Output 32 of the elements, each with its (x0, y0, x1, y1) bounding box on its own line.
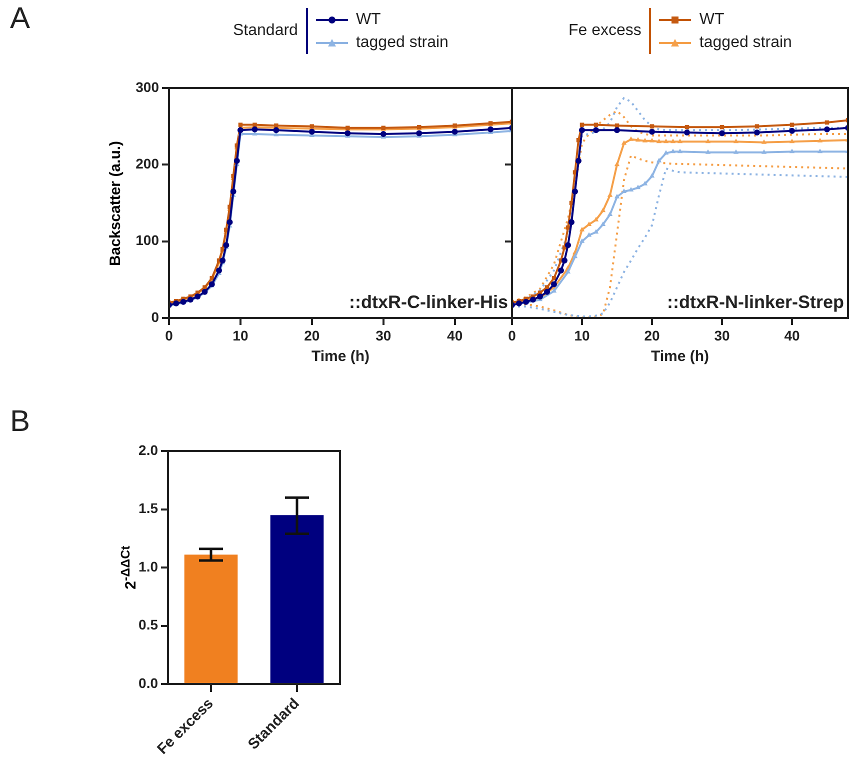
legend-label: tagged strain (699, 34, 792, 52)
x-axis-title: Time (h) (650, 348, 710, 366)
chart-title: B (10, 405, 30, 439)
x-tick-label: 40 (447, 327, 463, 344)
x-tick-label: 10 (574, 327, 590, 344)
y-tick-label: 0.0 (138, 674, 158, 691)
x-tick-label: 30 (714, 327, 730, 344)
x-tick-label: 40 (784, 327, 800, 344)
y-axis-title: Backscatter (a.u.) (107, 140, 124, 266)
annotation: ::dtxR-C-linker-His (348, 292, 508, 312)
y-tick-label: 1.0 (138, 558, 158, 574)
x-tick-label: 0 (508, 327, 516, 344)
annotation: ::dtxR-N-linker-Strep (666, 292, 844, 312)
y-tick-label: 1.5 (138, 500, 158, 516)
x-tick-label: 20 (304, 327, 320, 344)
chart-title: A (10, 2, 30, 36)
x-tick-label: 0 (165, 327, 174, 344)
y-tick-label: 200 (136, 156, 160, 172)
legend-title: Fe excess (568, 22, 642, 40)
x-axis-title: Time (h) (311, 348, 370, 366)
y-tick-label: 100 (136, 232, 160, 248)
y-tick-label: 300 (136, 78, 160, 95)
y-tick-label: 0.5 (138, 616, 158, 633)
x-tick-label: 10 (232, 327, 248, 344)
x-tick-label: 30 (376, 327, 392, 344)
legend-label: WT (356, 10, 381, 28)
legend-title: Standard (233, 22, 298, 40)
legend-label: WT (699, 10, 724, 28)
x-tick-label: 20 (644, 327, 660, 344)
legend-label: tagged strain (356, 34, 448, 52)
y-tick-label: 0 (151, 308, 160, 325)
y-tick-label: 2.0 (138, 442, 158, 458)
